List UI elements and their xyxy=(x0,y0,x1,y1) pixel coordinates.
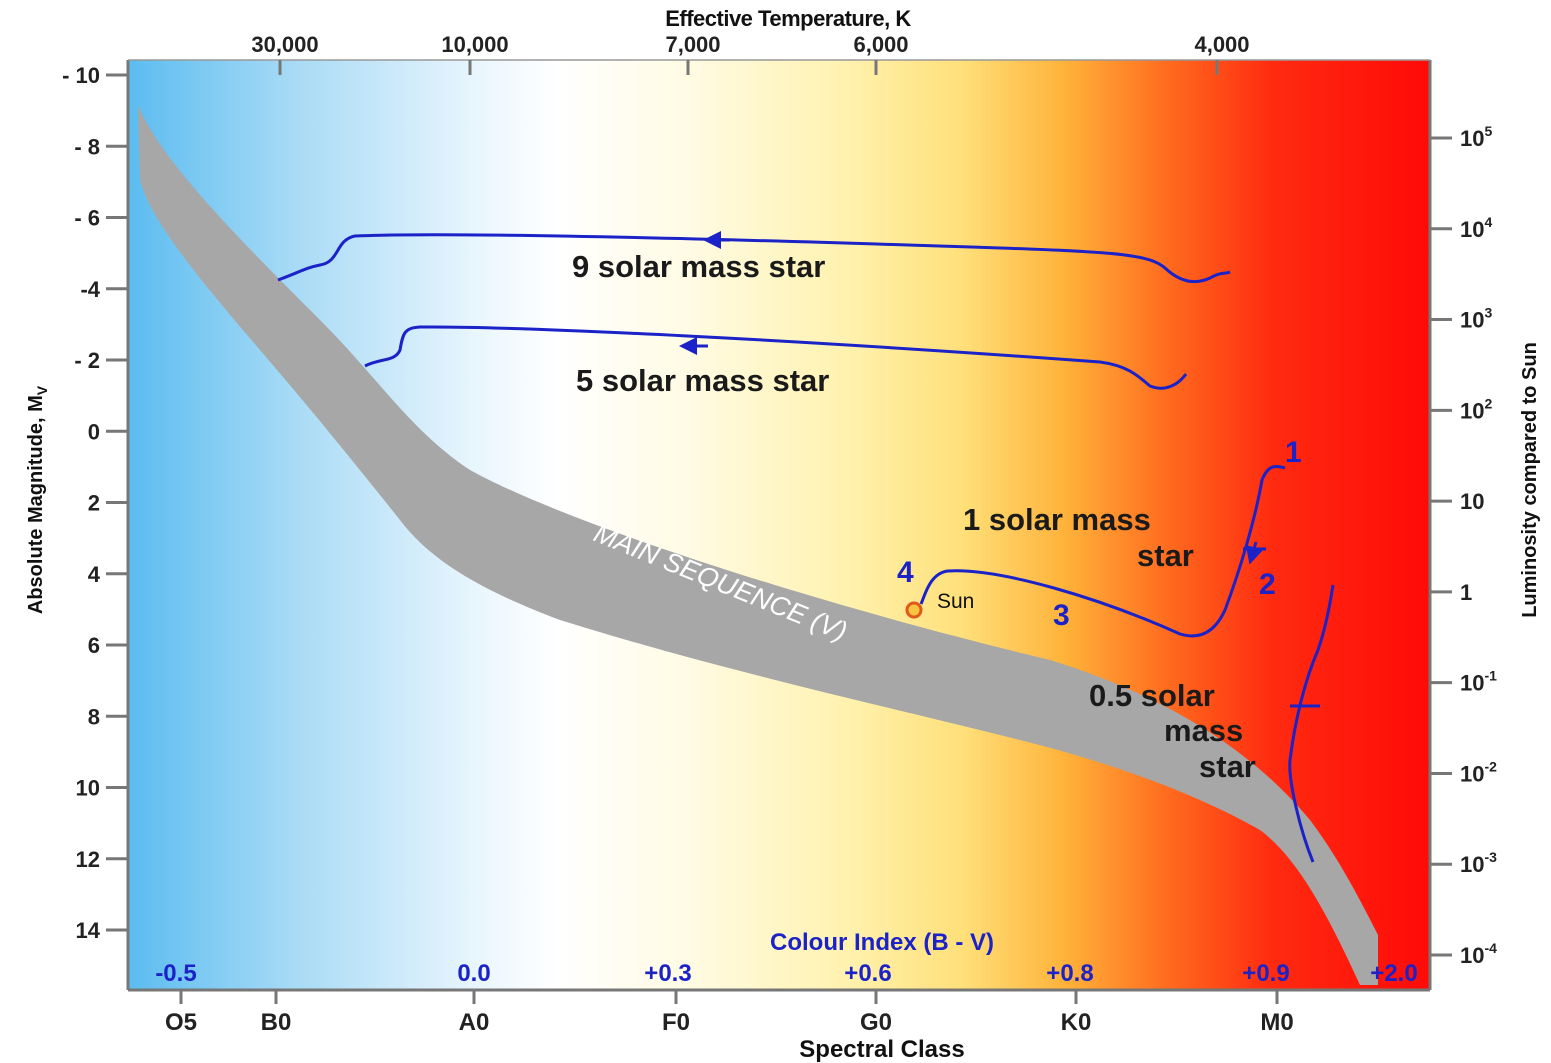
top-axis-title: Effective Temperature, K xyxy=(665,6,911,31)
colour-index-label: -0.5 xyxy=(155,960,196,987)
label-0.5-solar-mass-line3: star xyxy=(1199,749,1256,784)
left-tick-label: 14 xyxy=(76,918,101,943)
left-tick-label: - 10 xyxy=(62,63,100,88)
label-1-solar-mass-line2: star xyxy=(1137,538,1194,573)
left-tick-label: 10 xyxy=(76,776,100,801)
right-tick-label: 10-2 xyxy=(1460,758,1497,786)
right-tick-base: 10 xyxy=(1460,489,1484,514)
bottom-tick-label: B0 xyxy=(261,1009,292,1036)
bottom-tick-label: A0 xyxy=(459,1009,490,1036)
right-tick-base: 1 xyxy=(1460,580,1472,605)
right-tick-exponent: -3 xyxy=(1484,849,1497,865)
stage-label-4: 4 xyxy=(897,556,914,589)
left-axis-title-subscript: V xyxy=(34,385,50,395)
right-tick-label: 103 xyxy=(1460,305,1492,333)
label-0.5-solar-mass-line1: 0.5 solar xyxy=(1089,678,1215,713)
colour-index-label: +0.6 xyxy=(844,960,891,987)
colour-index-values: -0.5 0.0 +0.3 +0.6 +0.8 +0.9 +2.0 xyxy=(155,960,1417,987)
left-axis-ticks: - 10 - 8 - 6 -4 - 2 0 2 4 6 8 10 12 14 xyxy=(62,63,128,943)
right-tick-exponent: 2 xyxy=(1484,395,1492,411)
right-tick-exponent: 5 xyxy=(1484,123,1492,139)
left-tick-label: - 6 xyxy=(74,206,100,231)
top-axis-ticks: 30,000 10,000 7,000 6,000 4,000 xyxy=(251,32,1250,75)
colour-index-label: +0.3 xyxy=(644,960,691,987)
right-tick-base: 10 xyxy=(1460,761,1484,786)
right-tick-base: 10 xyxy=(1460,126,1484,151)
colour-index-label: +0.8 xyxy=(1046,960,1093,987)
bottom-tick-label: K0 xyxy=(1061,1009,1092,1036)
right-tick-exponent: 3 xyxy=(1484,305,1492,321)
sun-marker xyxy=(905,601,923,619)
right-tick-base: 10 xyxy=(1460,398,1484,423)
right-tick-base: 10 xyxy=(1460,308,1484,333)
left-tick-label: -4 xyxy=(80,277,100,302)
right-tick-exponent: -2 xyxy=(1484,758,1497,774)
sun-label: Sun xyxy=(937,590,974,613)
right-tick-base: 10 xyxy=(1460,943,1484,968)
left-tick-label: 2 xyxy=(88,491,100,516)
right-tick-label: 104 xyxy=(1460,214,1492,242)
right-tick-exponent: 4 xyxy=(1484,214,1492,230)
colour-index-label: +0.9 xyxy=(1242,960,1289,987)
stage-label-2: 2 xyxy=(1259,568,1276,601)
left-tick-label: 6 xyxy=(88,633,100,658)
label-1-solar-mass-line1: 1 solar mass xyxy=(963,502,1151,537)
colour-index-title: Colour Index (B - V) xyxy=(770,929,994,956)
bottom-tick-label: G0 xyxy=(860,1009,892,1036)
right-tick-label: 10 xyxy=(1460,489,1484,514)
top-tick-label: 10,000 xyxy=(441,32,508,57)
top-tick-label: 6,000 xyxy=(853,32,908,57)
colour-index-label: 0.0 xyxy=(457,960,490,987)
left-tick-label: 12 xyxy=(76,847,100,872)
right-tick-base: 10 xyxy=(1460,852,1484,877)
track-1-solar-mass xyxy=(919,465,1286,638)
top-tick-label: 30,000 xyxy=(251,32,318,57)
right-tick-label: 1 xyxy=(1460,580,1472,605)
right-tick-label: 102 xyxy=(1460,395,1492,423)
label-9-solar-mass: 9 solar mass star xyxy=(572,249,825,284)
left-tick-label: 8 xyxy=(88,704,100,729)
track-5-solar-mass xyxy=(364,325,1188,390)
left-tick-label: 4 xyxy=(88,562,101,587)
right-tick-exponent: -4 xyxy=(1484,940,1497,956)
left-axis-title: Absolute Magnitude, MV xyxy=(25,385,50,614)
top-tick-label: 4,000 xyxy=(1194,32,1249,57)
bottom-tick-label: M0 xyxy=(1260,1009,1293,1036)
track-9-solar-mass xyxy=(277,233,1231,284)
track-0.5-solar-mass xyxy=(1288,584,1335,863)
right-tick-label: 10-1 xyxy=(1460,668,1497,696)
stage-label-1: 1 xyxy=(1285,436,1302,469)
left-axis-title-main: Absolute Magnitude, M xyxy=(25,395,47,614)
bottom-tick-label: F0 xyxy=(662,1009,690,1036)
right-tick-label: 10-4 xyxy=(1460,940,1497,968)
left-tick-label: - 2 xyxy=(74,348,100,373)
plot-background xyxy=(128,60,1430,990)
bottom-tick-label: O5 xyxy=(165,1009,197,1036)
label-5-solar-mass: 5 solar mass star xyxy=(576,363,829,398)
right-tick-exponent: -1 xyxy=(1484,668,1497,684)
right-tick-base: 10 xyxy=(1460,671,1484,696)
stage-label-3: 3 xyxy=(1053,599,1070,632)
right-tick-label: 10-3 xyxy=(1460,849,1497,877)
left-tick-label: 0 xyxy=(88,419,100,444)
right-axis-title: Luminosity compared to Sun xyxy=(1519,342,1541,618)
right-tick-label: 105 xyxy=(1460,123,1492,151)
left-tick-label: - 8 xyxy=(74,134,100,159)
top-tick-label: 7,000 xyxy=(665,32,720,57)
bottom-axis-ticks: O5 B0 A0 F0 G0 K0 M0 xyxy=(165,990,1294,1036)
colour-index-label: +2.0 xyxy=(1370,960,1417,987)
right-tick-base: 10 xyxy=(1460,217,1484,242)
label-0.5-solar-mass-line2: mass xyxy=(1164,713,1243,748)
bottom-axis-title: Spectral Class xyxy=(799,1036,964,1063)
